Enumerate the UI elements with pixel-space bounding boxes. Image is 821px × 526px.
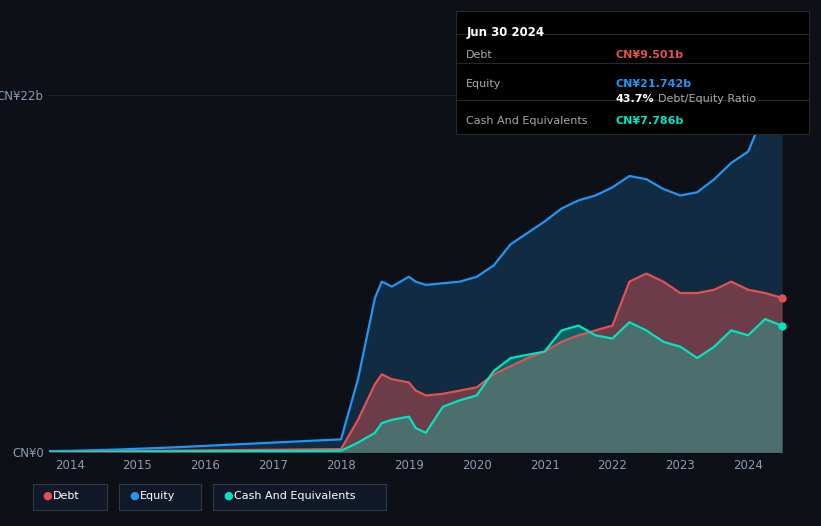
- Text: CN¥9.501b: CN¥9.501b: [616, 50, 684, 60]
- Text: Cash And Equivalents: Cash And Equivalents: [466, 116, 588, 126]
- Text: Equity: Equity: [466, 79, 502, 89]
- Text: 43.7%: 43.7%: [616, 94, 654, 104]
- Text: Debt/Equity Ratio: Debt/Equity Ratio: [658, 94, 756, 104]
- Text: Cash And Equivalents: Cash And Equivalents: [234, 491, 355, 501]
- Text: ●: ●: [223, 491, 233, 501]
- Text: ●: ●: [129, 491, 139, 501]
- Text: Equity: Equity: [140, 491, 175, 501]
- Text: CN¥7.786b: CN¥7.786b: [616, 116, 684, 126]
- Text: CN¥21.742b: CN¥21.742b: [616, 79, 692, 89]
- Text: Jun 30 2024: Jun 30 2024: [466, 26, 544, 39]
- Text: Debt: Debt: [466, 50, 493, 60]
- Text: ●: ●: [43, 491, 53, 501]
- Text: Debt: Debt: [53, 491, 80, 501]
